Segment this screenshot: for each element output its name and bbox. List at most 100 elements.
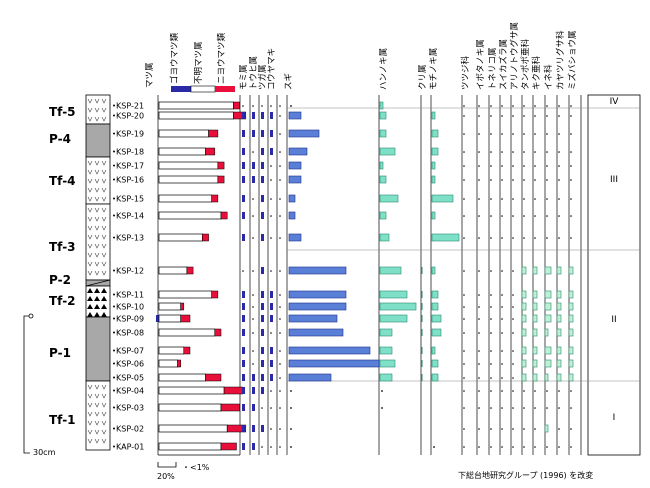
v-mark <box>101 384 107 390</box>
trace-dot <box>558 198 560 200</box>
conifer-tick <box>261 291 264 298</box>
kuri-tick <box>421 267 423 274</box>
sample-dot <box>113 376 115 379</box>
v-mark <box>87 116 93 122</box>
trace-dot <box>512 350 514 352</box>
herb-bar <box>521 373 527 382</box>
sample-dot <box>113 331 115 334</box>
trace-dot <box>252 318 254 320</box>
trace-dot <box>523 115 525 117</box>
trace-dot <box>501 363 503 365</box>
herb-bar <box>521 266 527 275</box>
trace-dot <box>381 407 383 409</box>
unknown-pine-bar <box>158 101 234 110</box>
trace-dot <box>512 363 514 365</box>
v-mark <box>101 160 107 166</box>
v-mark <box>101 207 107 213</box>
herb-bar <box>532 373 538 382</box>
trace-dot <box>534 237 536 239</box>
trace-dot <box>279 115 281 117</box>
herb-bar <box>556 266 562 275</box>
trace-dot <box>523 133 525 135</box>
tri-mark <box>94 288 100 293</box>
sample-label: KSP-12 <box>116 267 144 276</box>
v-mark <box>94 252 100 258</box>
tri-mark <box>94 296 100 301</box>
trace-dot <box>270 446 272 448</box>
pine-header: マツ属 <box>145 62 155 88</box>
goyo-pine-bar <box>156 315 160 322</box>
v-mark <box>87 216 93 222</box>
sample-dot <box>113 150 115 153</box>
v-mark <box>101 411 107 417</box>
v-mark <box>94 160 100 166</box>
trace-dot <box>490 306 492 308</box>
trace-dot <box>490 407 492 409</box>
v-mark <box>94 98 100 104</box>
trace-dot <box>463 407 465 409</box>
niyo-pine-bar <box>220 403 240 412</box>
unit-label: Tf-1 <box>49 413 76 427</box>
trace-dot <box>478 105 480 107</box>
unknown-pine-bar <box>158 290 213 299</box>
sugi-bar <box>288 161 302 170</box>
trace-dot <box>558 390 560 392</box>
lithology-layer <box>85 123 111 158</box>
conifer-tick <box>242 176 245 183</box>
depth-zero-mark <box>28 313 34 319</box>
herb-header: イボタノキ属 <box>476 39 486 90</box>
conifer-tick <box>242 329 245 336</box>
v-mark <box>87 411 93 417</box>
conifer-tick <box>261 112 264 119</box>
sample-label: KSP-05 <box>116 374 144 383</box>
herb-header: キク亜科 <box>531 55 542 90</box>
sample-label: KAP-01 <box>116 443 144 452</box>
trace-dot <box>290 428 292 430</box>
v-mark <box>101 196 107 202</box>
v-mark <box>101 393 107 399</box>
trace-dot <box>512 237 514 239</box>
niyo-pine-bar <box>217 175 225 184</box>
trace-dot <box>463 105 465 107</box>
hannoki-bar <box>379 359 396 368</box>
conifer-tick <box>252 425 255 432</box>
v-mark <box>94 402 100 408</box>
conifer-tick <box>261 162 264 169</box>
trace-dot <box>501 446 503 448</box>
trace-dot <box>463 318 465 320</box>
trace-dot <box>512 294 514 296</box>
trace-dot <box>558 215 560 217</box>
sugi-bar <box>288 328 344 337</box>
trace-dot <box>279 332 281 334</box>
trace-dot <box>546 407 548 409</box>
trace-dot <box>463 446 465 448</box>
trace-dot <box>558 428 560 430</box>
v-mark <box>101 187 107 193</box>
conifer-tick <box>252 404 255 411</box>
trace-dot <box>523 407 525 409</box>
conifer-tick <box>242 387 245 394</box>
trace-dot <box>570 407 572 409</box>
trace-dot <box>279 390 281 392</box>
v-mark <box>87 187 93 193</box>
v-mark <box>87 234 93 240</box>
v-mark <box>94 216 100 222</box>
trace-dot <box>490 115 492 117</box>
conifer-tick <box>242 315 245 322</box>
v-mark <box>94 429 100 435</box>
conifer-tick <box>242 212 245 219</box>
trace-dot <box>279 105 281 107</box>
trace-dot <box>463 377 465 379</box>
sample-dot <box>113 293 115 296</box>
trace-dot <box>490 363 492 365</box>
unknown-pine-bar <box>158 111 234 120</box>
hannoki-bar <box>379 373 393 382</box>
conifer-tick <box>270 291 273 298</box>
hannoki-bar <box>379 346 393 355</box>
trace-dot <box>523 198 525 200</box>
kuri-tick <box>421 329 423 336</box>
herb-bar <box>532 302 538 311</box>
v-mark <box>101 420 107 426</box>
tri-mark <box>87 296 93 301</box>
